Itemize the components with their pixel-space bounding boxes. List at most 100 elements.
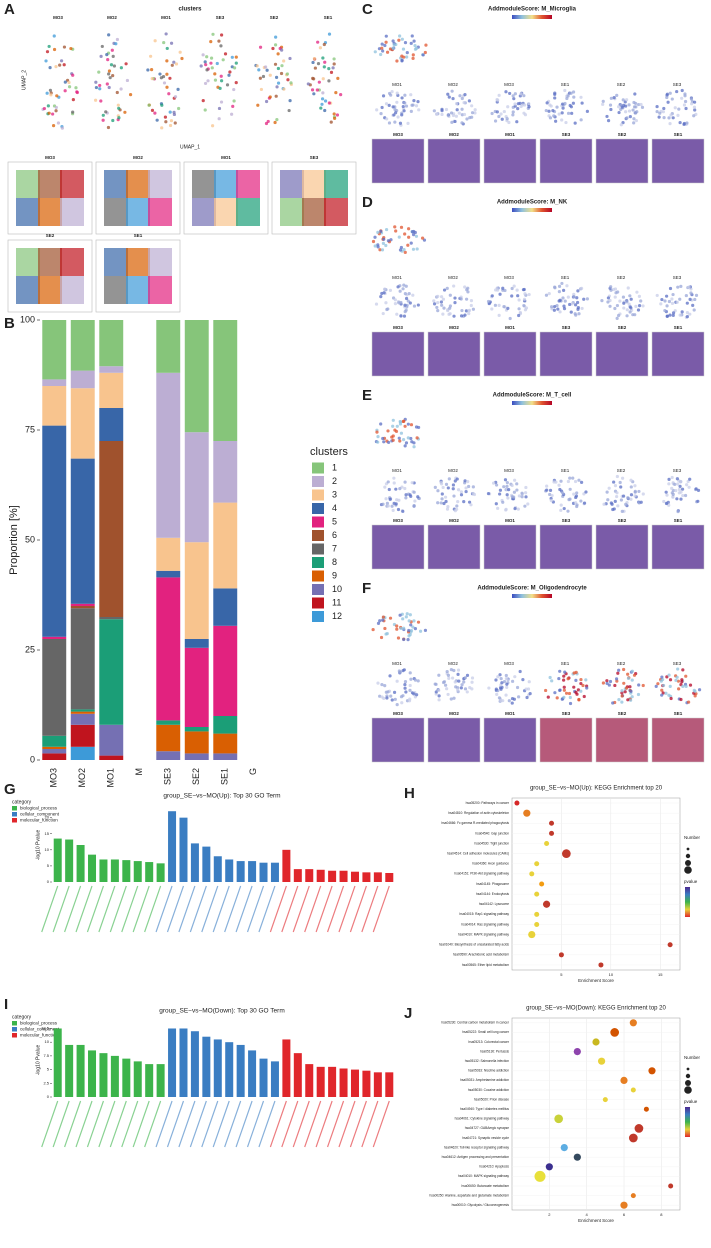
y-axis-label: Proportion [%]: [8, 505, 20, 575]
legend-swatch: [12, 1027, 17, 1032]
umap-point: [579, 499, 583, 503]
umap-point: [414, 425, 419, 429]
dot: [549, 830, 555, 836]
umap-point: [274, 35, 278, 39]
spatial-patch: [214, 170, 238, 198]
umap-point: [163, 115, 168, 119]
umap-point: [625, 300, 629, 304]
dot: [648, 1067, 656, 1075]
term-label-placeholder: [155, 885, 173, 933]
umap-point: [687, 700, 691, 704]
umap-point: [412, 304, 417, 308]
umap-point: [584, 490, 588, 494]
dot: [643, 1106, 649, 1112]
legend-dot: [685, 1073, 691, 1079]
umap-point: [677, 487, 682, 492]
umap-point: [380, 682, 384, 687]
umap-point: [100, 44, 104, 49]
spatial-map: [539, 717, 593, 763]
legend-label: 6: [332, 530, 337, 540]
umap-point: [622, 306, 626, 310]
bar-segment: [99, 619, 124, 725]
umap-point: [409, 93, 413, 97]
bar-segment: [99, 320, 124, 367]
legend-label: cellular_component: [20, 1027, 60, 1032]
umap-point: [553, 96, 557, 100]
umap-point: [275, 117, 279, 122]
umap-point: [404, 690, 408, 694]
umap-point: [423, 50, 427, 55]
umap-point: [667, 482, 671, 486]
umap-point: [336, 76, 340, 81]
umap-point: [436, 308, 440, 313]
umap-point: [452, 696, 456, 700]
spatial-map: [371, 138, 425, 184]
umap-point: [545, 488, 549, 492]
umap-point: [612, 480, 616, 484]
bar: [350, 1069, 359, 1097]
umap-point: [685, 121, 689, 125]
umap-point: [463, 92, 467, 97]
umap-point: [635, 290, 639, 294]
term-label-placeholder: [189, 885, 207, 933]
umap-point: [601, 99, 605, 103]
umap-point: [384, 632, 388, 636]
umap-point: [111, 118, 115, 123]
umap-point: [520, 495, 524, 499]
umap-point: [416, 620, 421, 624]
x-tick-label: 6: [623, 1212, 626, 1217]
umap-point: [441, 485, 445, 490]
umap-point: [655, 109, 659, 114]
umap-point: [452, 668, 456, 673]
umap-point: [655, 293, 659, 298]
spatial-patch: [302, 170, 326, 198]
umap-point: [383, 43, 387, 48]
umap-point: [456, 500, 460, 504]
umap-point: [677, 107, 681, 111]
umap-point: [257, 68, 261, 72]
legend-label: 11: [332, 597, 341, 607]
umap-point: [683, 94, 687, 98]
umap-point: [390, 504, 394, 508]
umap-point: [692, 308, 696, 312]
umap-point: [334, 91, 338, 95]
umap-point: [381, 94, 386, 98]
dot: [529, 871, 535, 877]
umap-point: [694, 487, 698, 491]
umap-point: [448, 293, 452, 297]
umap-point: [497, 303, 501, 307]
bar: [65, 839, 74, 882]
bar: [190, 1031, 199, 1097]
umap-point: [579, 689, 583, 693]
umap-point: [401, 419, 405, 424]
umap-point: [395, 627, 399, 631]
spatial-map: [595, 138, 649, 184]
umap-point: [467, 99, 472, 103]
umap-point: [449, 111, 454, 115]
umap-point: [629, 497, 633, 501]
umap-point: [568, 476, 572, 480]
umap-point: [411, 625, 415, 629]
bar: [133, 861, 142, 882]
term-label-placeholder: [121, 1100, 139, 1148]
umap-point: [410, 481, 414, 485]
umap-point: [217, 117, 221, 121]
umap-point: [390, 698, 394, 702]
bar: [110, 859, 119, 882]
umap-point: [548, 675, 552, 680]
umap-point: [526, 687, 531, 691]
spatial-patch: [38, 198, 62, 226]
bar-segment: [42, 425, 67, 637]
panel-label: SE2: [617, 275, 626, 280]
umap-point: [285, 72, 290, 76]
umap-point: [460, 308, 464, 313]
panel-title: clusters: [178, 7, 202, 13]
umap-point: [288, 98, 292, 103]
spatial-map: [483, 524, 537, 570]
umap-point: [112, 64, 117, 68]
umap-point: [557, 112, 561, 116]
umap-point: [119, 87, 123, 91]
x-tick-label: MO3: [49, 768, 59, 788]
umap-point: [663, 308, 667, 313]
umap-point: [575, 504, 579, 509]
